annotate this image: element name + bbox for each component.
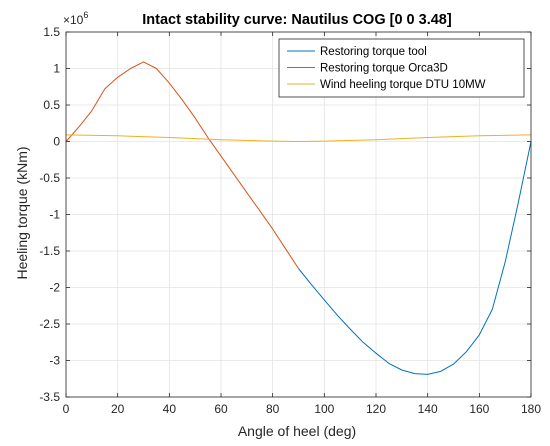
series-line-1 [298,141,532,375]
y-tick-label: -1 [49,208,60,222]
y-tick-label: -3 [49,354,60,368]
y-tick-label: -3.5 [39,390,60,404]
chart-title: Intact stability curve: Nautilus COG [0 … [142,12,452,28]
ticks: 0 20 40 60 80 100 120 140 160 180 -3.5 -3 -2.5 -2 -1.5… [39,25,541,416]
y-tick-label: 0 [53,135,60,149]
y-exponent-power: 6 [83,10,88,20]
legend-entry-2: Restoring torque Orca3D [320,63,448,75]
x-tick-label: 180 [521,402,541,416]
x-tick-label: 140 [418,402,438,416]
legend-box [278,38,525,98]
series-lines [65,61,532,375]
x-tick-label: 120 [366,402,386,416]
y-exponent-label: ×106 [63,10,88,27]
legend: Restoring torque tool Restoring torque Or… [278,38,525,98]
legend-entry-3: Wind heeling torque DTU 10MW [320,79,486,91]
y-tick-label: -2 [49,281,60,295]
legend-entry-1: Restoring torque tool [320,46,427,58]
x-tick-label: 40 [163,402,177,416]
y-tick-label: 1.5 [43,25,60,39]
series-line-3 [65,134,532,142]
y-axis-label: Heeling torque (kNm) [14,146,30,279]
x-tick-label: 100 [314,402,334,416]
y-tick-label: 1 [53,62,60,76]
x-tick-label: 20 [111,402,125,416]
x-tick-label: 60 [214,402,228,416]
x-tick-label: 160 [469,402,489,416]
x-axis-label: Angle of heel (deg) [238,423,356,439]
y-tick-label: -1.5 [39,244,60,258]
x-tick-label: 80 [266,402,280,416]
x-tick-label: 0 [63,402,70,416]
series-line-2 [65,61,299,269]
y-tick-label: -0.5 [39,171,60,185]
y-tick-label: -2.5 [39,317,60,331]
y-tick-label: 0.5 [43,98,60,112]
y-exponent-base: ×10 [63,13,84,27]
